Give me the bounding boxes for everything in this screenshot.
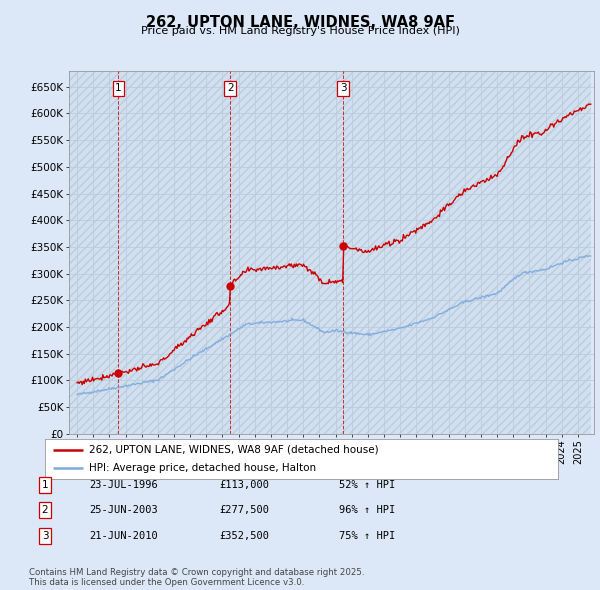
Text: 23-JUL-1996: 23-JUL-1996 [89, 480, 158, 490]
Text: 2: 2 [227, 84, 233, 93]
Text: £277,500: £277,500 [219, 506, 269, 515]
Text: 52% ↑ HPI: 52% ↑ HPI [339, 480, 395, 490]
Text: 1: 1 [41, 480, 49, 490]
Text: 2: 2 [41, 506, 49, 515]
Text: 3: 3 [41, 531, 49, 540]
Text: £113,000: £113,000 [219, 480, 269, 490]
Text: £352,500: £352,500 [219, 531, 269, 540]
Text: 1: 1 [115, 84, 122, 93]
Text: 262, UPTON LANE, WIDNES, WA8 9AF (detached house): 262, UPTON LANE, WIDNES, WA8 9AF (detach… [89, 445, 378, 455]
Text: 3: 3 [340, 84, 346, 93]
Text: 96% ↑ HPI: 96% ↑ HPI [339, 506, 395, 515]
Text: 262, UPTON LANE, WIDNES, WA8 9AF: 262, UPTON LANE, WIDNES, WA8 9AF [146, 15, 455, 30]
Text: 21-JUN-2010: 21-JUN-2010 [89, 531, 158, 540]
Text: Contains HM Land Registry data © Crown copyright and database right 2025.
This d: Contains HM Land Registry data © Crown c… [29, 568, 364, 587]
Text: HPI: Average price, detached house, Halton: HPI: Average price, detached house, Halt… [89, 463, 316, 473]
Text: 75% ↑ HPI: 75% ↑ HPI [339, 531, 395, 540]
Text: 25-JUN-2003: 25-JUN-2003 [89, 506, 158, 515]
Text: Price paid vs. HM Land Registry's House Price Index (HPI): Price paid vs. HM Land Registry's House … [140, 26, 460, 36]
